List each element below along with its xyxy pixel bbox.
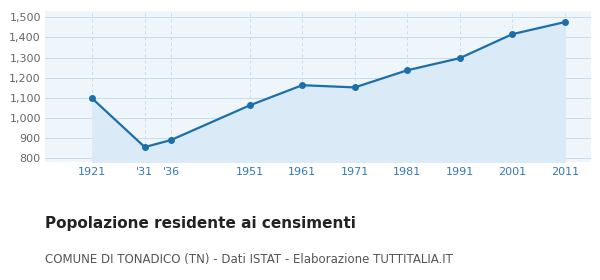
Point: [560, 20, 569, 24]
Point: [166, 138, 176, 142]
Text: Popolazione residente ai censimenti: Popolazione residente ai censimenti: [45, 216, 356, 231]
Point: [350, 85, 359, 90]
Point: [455, 56, 464, 60]
Point: [298, 83, 307, 87]
Point: [245, 103, 254, 108]
Point: [140, 145, 149, 149]
Text: COMUNE DI TONADICO (TN) - Dati ISTAT - Elaborazione TUTTITALIA.IT: COMUNE DI TONADICO (TN) - Dati ISTAT - E…: [45, 253, 453, 266]
Point: [508, 32, 517, 36]
Point: [88, 96, 97, 101]
Point: [403, 68, 412, 73]
